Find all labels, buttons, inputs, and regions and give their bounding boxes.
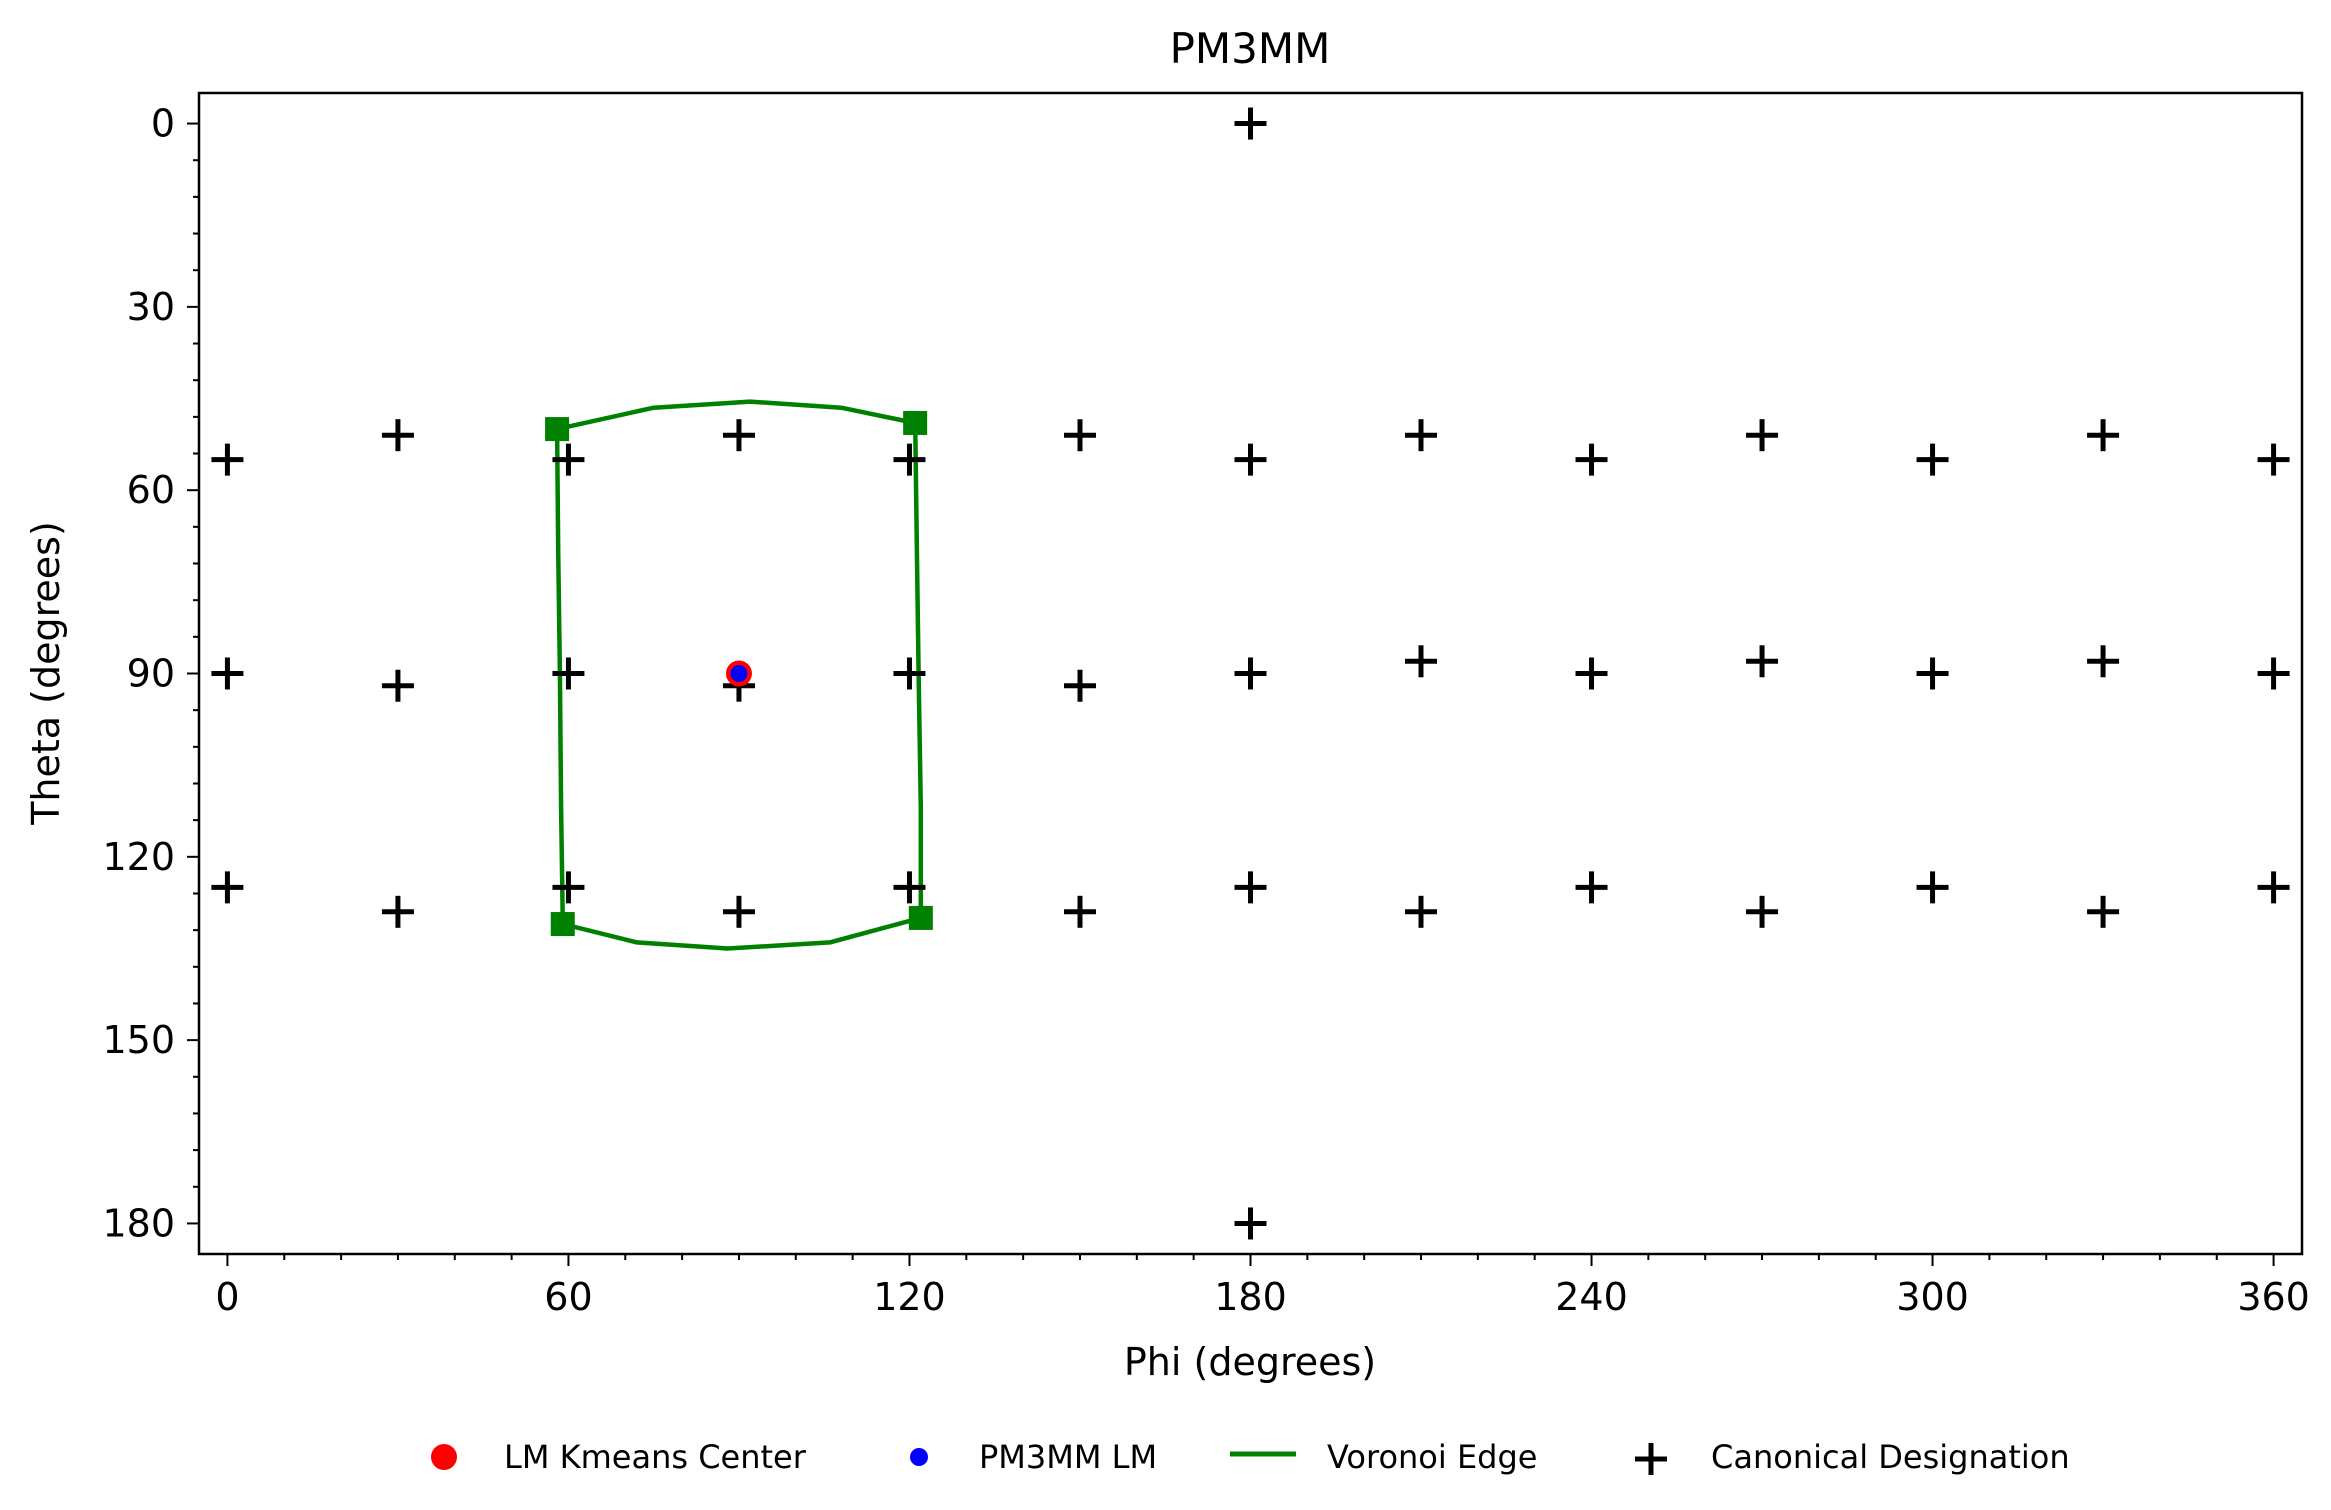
canonical-marker — [1746, 645, 1779, 678]
canonical-marker — [1575, 443, 1608, 476]
y-tick-label: 90 — [127, 652, 175, 696]
canonical-marker — [1575, 657, 1608, 690]
legend-marker — [431, 1444, 457, 1470]
voronoi-edge — [562, 915, 922, 951]
x-tick-label: 60 — [544, 1275, 592, 1319]
legend-label: LM Kmeans Center — [504, 1438, 807, 1476]
x-axis: 0 60 120 180 240 300 360 — [215, 1254, 2310, 1319]
x-tick-label: 180 — [1214, 1275, 1287, 1319]
voronoi-vertex — [908, 905, 933, 930]
canonical-marker — [1405, 895, 1438, 928]
canonical-marker — [552, 443, 585, 476]
pm3mm-lm-marker — [730, 665, 748, 682]
voronoi-vertex — [545, 417, 570, 442]
legend: LM Kmeans Center PM3MM LM Voronoi Edge Cano… — [431, 1438, 2070, 1476]
canonical-marker — [552, 657, 585, 690]
x-axis-label: Phi (degrees) — [1124, 1340, 1376, 1384]
legend-marker — [1635, 1443, 1667, 1475]
canonical-marker — [2257, 871, 2290, 904]
points-layer — [211, 107, 2290, 1240]
y-tick-label: 30 — [127, 285, 175, 329]
canonical-marker — [1405, 645, 1438, 678]
canonical-marker — [893, 443, 926, 476]
y-axis-label: Theta (degrees) — [24, 521, 68, 826]
canonical-marker — [211, 443, 244, 476]
x-tick-label: 360 — [2237, 1275, 2310, 1319]
canonical-marker — [1234, 657, 1267, 690]
canonical-marker — [1234, 107, 1267, 140]
canonical-marker — [1063, 895, 1096, 928]
canonical-marker — [893, 871, 926, 904]
voronoi-edge — [912, 422, 924, 918]
canonical-marker — [1063, 669, 1096, 702]
canonical-marker — [1234, 1207, 1267, 1240]
canonical-marker — [2087, 895, 2120, 928]
y-tick-label: 180 — [102, 1201, 175, 1245]
canonical-marker — [893, 657, 926, 690]
canonical-marker — [1575, 871, 1608, 904]
canonical-marker — [1916, 443, 1949, 476]
canonical-marker — [1916, 871, 1949, 904]
canonical-marker — [1063, 419, 1096, 452]
y-tick-label: 150 — [102, 1018, 175, 1062]
legend-label: Canonical Designation — [1711, 1438, 2070, 1476]
canonical-marker — [1746, 419, 1779, 452]
voronoi-layer — [545, 399, 933, 951]
voronoi-vertex — [550, 912, 575, 937]
canonical-marker — [2257, 657, 2290, 690]
voronoi-edge — [554, 429, 566, 925]
canonical-marker — [381, 895, 414, 928]
canonical-marker — [1405, 419, 1438, 452]
canonical-marker — [1916, 657, 1949, 690]
x-tick-label: 240 — [1555, 1275, 1628, 1319]
canonical-marker — [1234, 871, 1267, 904]
voronoi-edge — [556, 399, 916, 432]
canonical-marker — [381, 669, 414, 702]
y-tick-label: 60 — [127, 468, 175, 512]
y-tick-label: 120 — [102, 835, 175, 879]
canonical-marker — [2087, 419, 2120, 452]
legend-canonical: Canonical Designation — [1635, 1438, 2070, 1476]
legend-pm3mm-lm: PM3MM LM — [910, 1438, 1157, 1476]
legend-voronoi: Voronoi Edge — [1230, 1438, 1537, 1476]
canonical-marker — [722, 419, 755, 452]
legend-label: PM3MM LM — [979, 1438, 1157, 1476]
x-tick-label: 300 — [1896, 1275, 1969, 1319]
canonical-marker — [211, 657, 244, 690]
canonical-marker — [381, 419, 414, 452]
legend-label: Voronoi Edge — [1327, 1438, 1537, 1476]
y-tick-label: 0 — [151, 102, 175, 146]
y-axis: 0 30 60 90 120 150 180 — [102, 102, 199, 1245]
canonical-marker — [1234, 443, 1267, 476]
canonical-marker — [722, 895, 755, 928]
legend-marker — [910, 1448, 928, 1466]
voronoi-vertex — [903, 410, 928, 435]
canonical-marker — [1746, 895, 1779, 928]
canonical-marker — [2087, 645, 2120, 678]
canonical-marker — [211, 871, 244, 904]
canonical-marker — [2257, 443, 2290, 476]
chart-title: PM3MM — [1170, 24, 1331, 73]
x-tick-label: 0 — [215, 1275, 239, 1319]
legend-kmeans: LM Kmeans Center — [431, 1438, 807, 1476]
canonical-marker — [552, 871, 585, 904]
x-tick-label: 120 — [873, 1275, 946, 1319]
